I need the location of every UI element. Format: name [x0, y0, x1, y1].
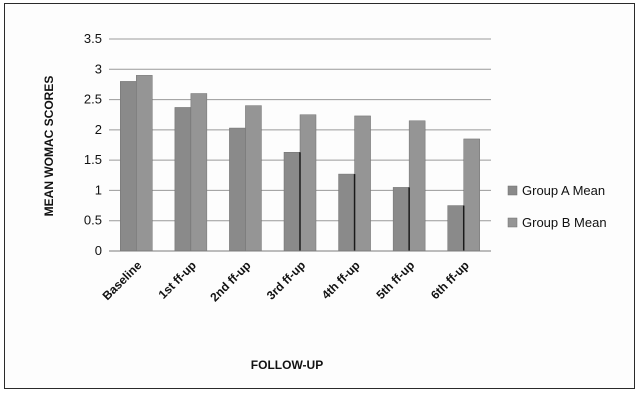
bars	[120, 75, 480, 252]
y-tick-label: 1.5	[84, 152, 102, 167]
y-tick-label: 2	[95, 122, 102, 137]
x-category-label: 5th ff-up	[373, 258, 417, 302]
x-category-label: 2nd ff-up	[207, 258, 253, 304]
bar-group-a	[447, 205, 464, 252]
bar-group-a	[120, 81, 137, 252]
y-axis-title: MEAN WOMAC SCORES	[42, 76, 56, 217]
bar-group-a	[392, 187, 410, 252]
bar-group-b	[408, 120, 426, 252]
y-tick-label: 2.5	[84, 92, 102, 107]
legend-label: Group A Mean	[522, 183, 605, 198]
x-axis-labels: Baseline 1st ff-up 2nd ff-up 3rd ff-up 4th f…	[100, 258, 472, 304]
x-axis-title: FOLLOW-UP	[251, 358, 323, 372]
y-tick-label: 0	[95, 243, 102, 258]
bar-group-b	[136, 75, 153, 252]
bar-group-a	[283, 152, 301, 252]
x-category-label: Baseline	[100, 258, 145, 303]
legend-swatch	[507, 217, 518, 228]
bar-chart: 0 0.5 1 1.5 2 2.5 3 3.5 Baseline 1st ff-up 2nd ff…	[42, 31, 607, 372]
bar-group-b	[299, 114, 317, 252]
bar-group-b	[190, 93, 208, 252]
bar-group-a	[338, 173, 355, 252]
bar-group-b	[245, 105, 262, 252]
legend-swatch	[507, 185, 518, 196]
y-tick-label: 0.5	[84, 213, 102, 228]
bar-group-b	[354, 115, 371, 252]
x-category-label: 3rd ff-up	[264, 258, 308, 302]
legend: Group A Mean Group B Mean	[507, 183, 607, 230]
y-tick-label: 1	[95, 182, 102, 197]
y-tick-label: 3	[95, 61, 102, 76]
bar-group-b	[463, 138, 480, 252]
bar-group-a	[229, 127, 246, 252]
chart-frame: 0 0.5 1 1.5 2 2.5 3 3.5 Baseline 1st ff-up 2nd ff…	[4, 3, 635, 389]
legend-label: Group B Mean	[522, 215, 607, 230]
y-axis-ticks: 0 0.5 1 1.5 2 2.5 3 3.5	[84, 31, 102, 258]
x-category-label: 4th ff-up	[319, 258, 363, 302]
x-category-label: 1st ff-up	[156, 258, 199, 301]
x-category-label: 6th ff-up	[428, 258, 472, 302]
bar-group-a	[174, 107, 192, 252]
y-tick-label: 3.5	[84, 31, 102, 46]
